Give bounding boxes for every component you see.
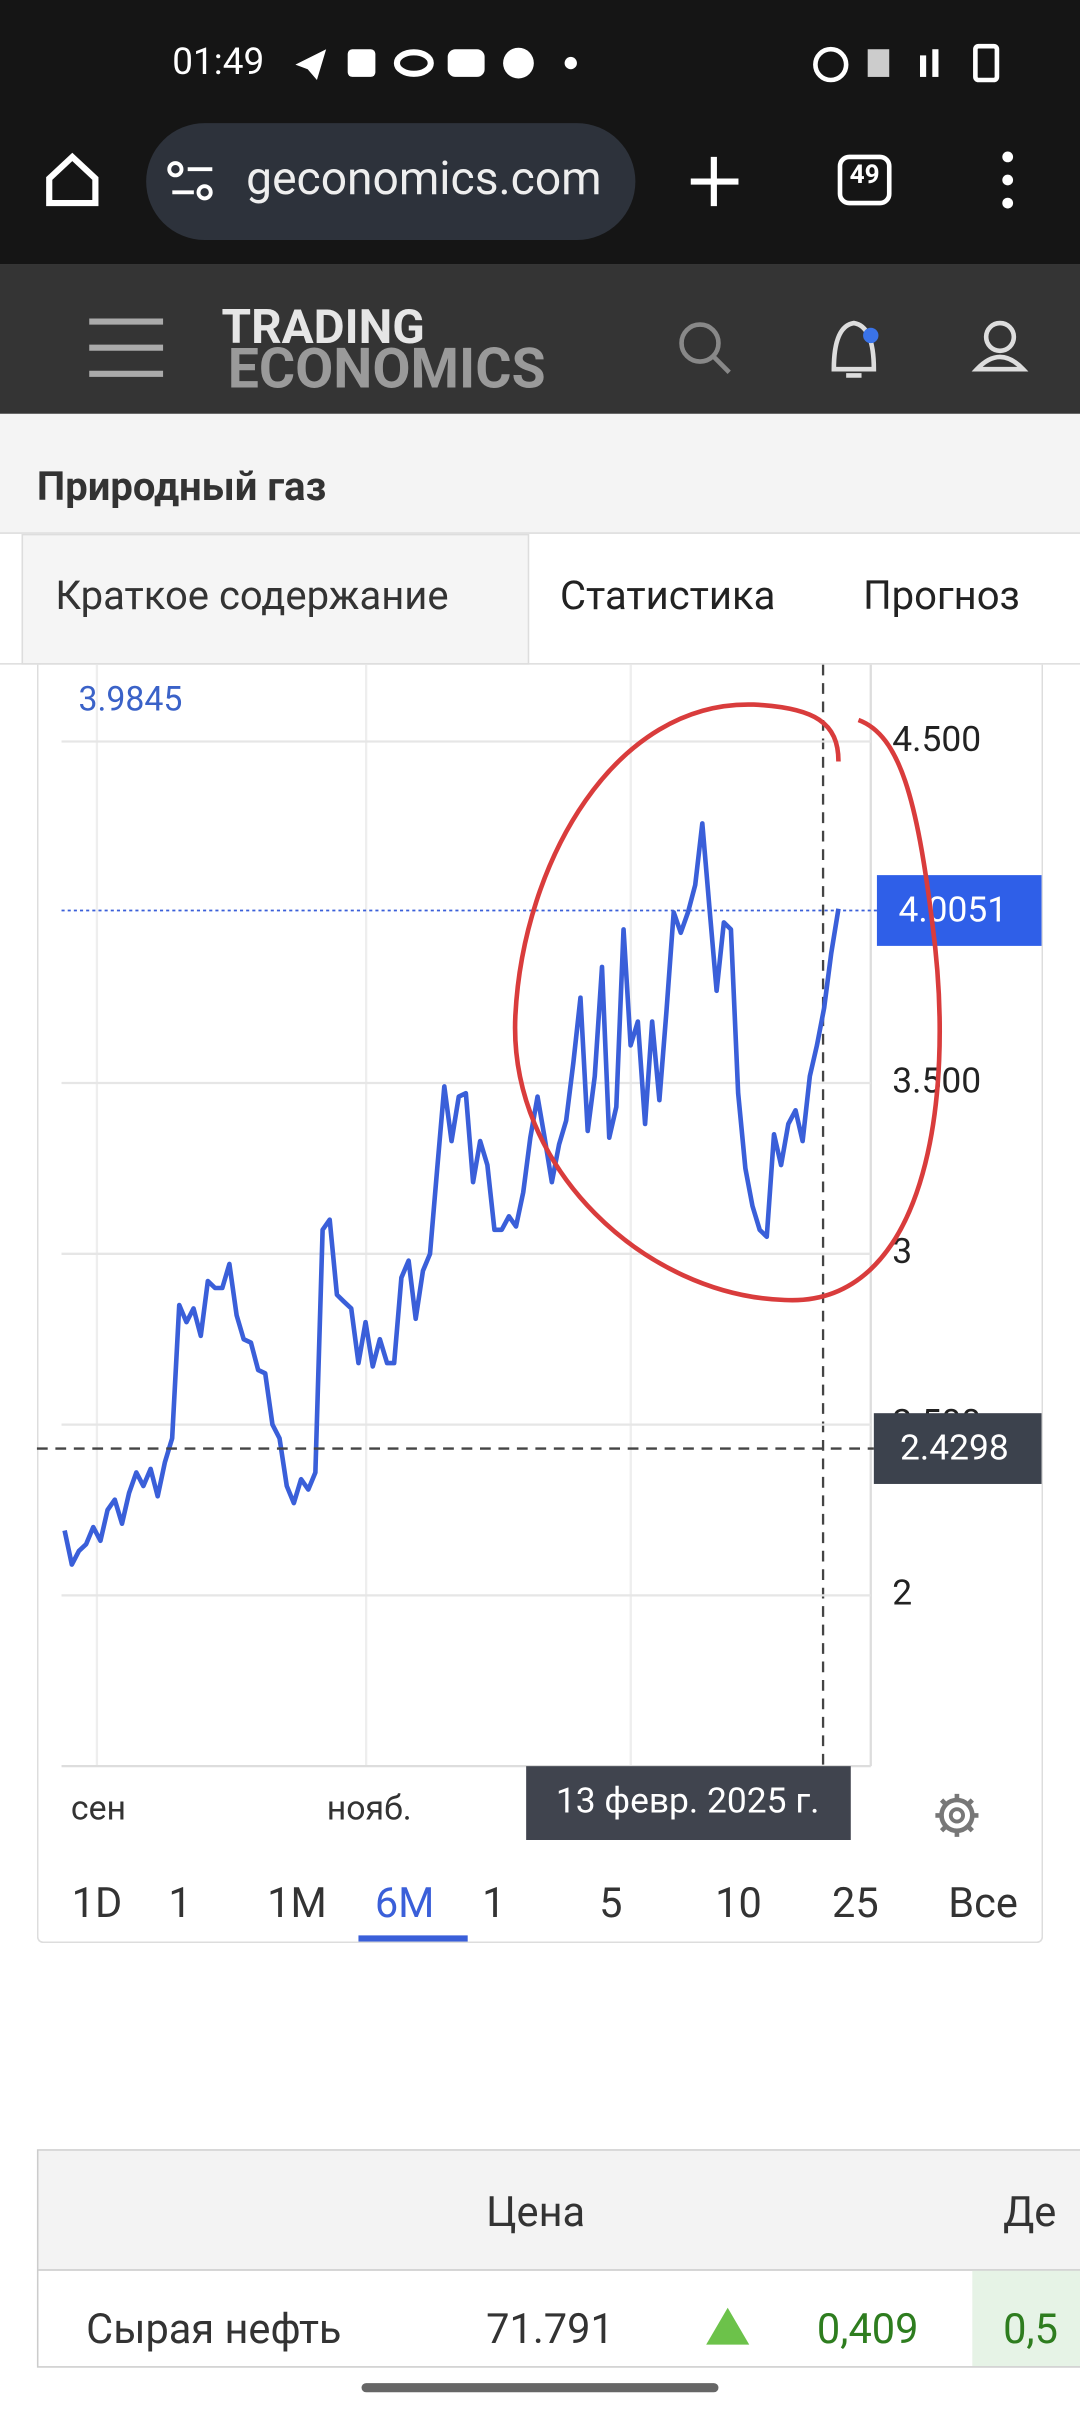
range-button[interactable]: 1 [482,1879,505,1928]
range-button[interactable]: 1M [267,1879,327,1928]
change: 0,409 [816,2304,919,2354]
logo-bottom[interactable]: ECONOMICS [227,336,546,402]
price-line [62,821,841,1567]
tab-count[interactable]: 49 [849,160,880,191]
price: 71.791 [486,2304,614,2354]
tab[interactable]: Прогноз [863,573,1020,621]
site-header [0,264,1080,414]
crosshair-date-box [526,1766,851,1841]
clock: 01:49 [172,40,265,84]
range-button[interactable]: 5 [599,1879,622,1928]
change-cell [972,2270,1080,2367]
range-button[interactable]: 1D [72,1879,123,1928]
x-tick-label: сен [71,1790,126,1829]
header-icons [89,318,1029,378]
range-button[interactable]: 6M [375,1879,435,1928]
last-price-box [876,875,1042,946]
x-tick-label: нояб. [327,1790,412,1829]
range-button[interactable]: 10 [715,1879,762,1928]
annotation-circle [512,702,942,1303]
title-bar [0,413,1080,534]
table-header-cell: Цена [486,2187,586,2237]
y-tick-label: 3 [892,1230,912,1272]
change-pct: 0,5 [1003,2304,1058,2354]
range-button[interactable]: 1 [168,1879,191,1928]
table-header-cell: Де [1003,2187,1057,2237]
crosshair-value-box [873,1413,1042,1484]
url-text: geconomics.com [246,152,602,207]
chart-card [36,664,1044,1944]
hover-value: 3.9845 [78,680,182,719]
last-price-label: 4.0051 [898,888,1007,930]
up-arrow [706,2307,750,2345]
url-bar[interactable] [146,123,636,241]
gesture-bar [361,2383,719,2393]
site-settings-icon[interactable] [166,158,218,204]
logo-top[interactable]: TRADING [221,298,425,356]
table-header [38,2150,1080,2271]
y-tick-label: 4.500 [892,718,981,760]
crosshair-date-label: 13 февр. 2025 г. [556,1779,820,1821]
tab-active-bg [21,533,530,665]
range-button[interactable]: 25 [832,1879,879,1928]
status-icons [46,43,1014,209]
chart: 4.5003.50032.5002сеннояб.4.00512.429813 … [36,664,1042,1942]
range-button[interactable]: Все [948,1879,1018,1928]
table: Цена Де Сырая нефть 71.791 0,409 0,5 [36,2149,1080,2368]
page-title: Природный газ [36,464,327,511]
commodity-name[interactable]: Сырая нефть [86,2304,342,2354]
tab[interactable]: Краткое содержание [55,573,449,621]
tab[interactable]: Статистика [560,573,776,621]
crosshair-value-label: 2.4298 [900,1426,1009,1468]
divider [0,663,1080,665]
y-tick-label: 2 [892,1572,912,1614]
active-range-underline [358,1935,468,1942]
settings-icon[interactable] [935,1793,979,1837]
